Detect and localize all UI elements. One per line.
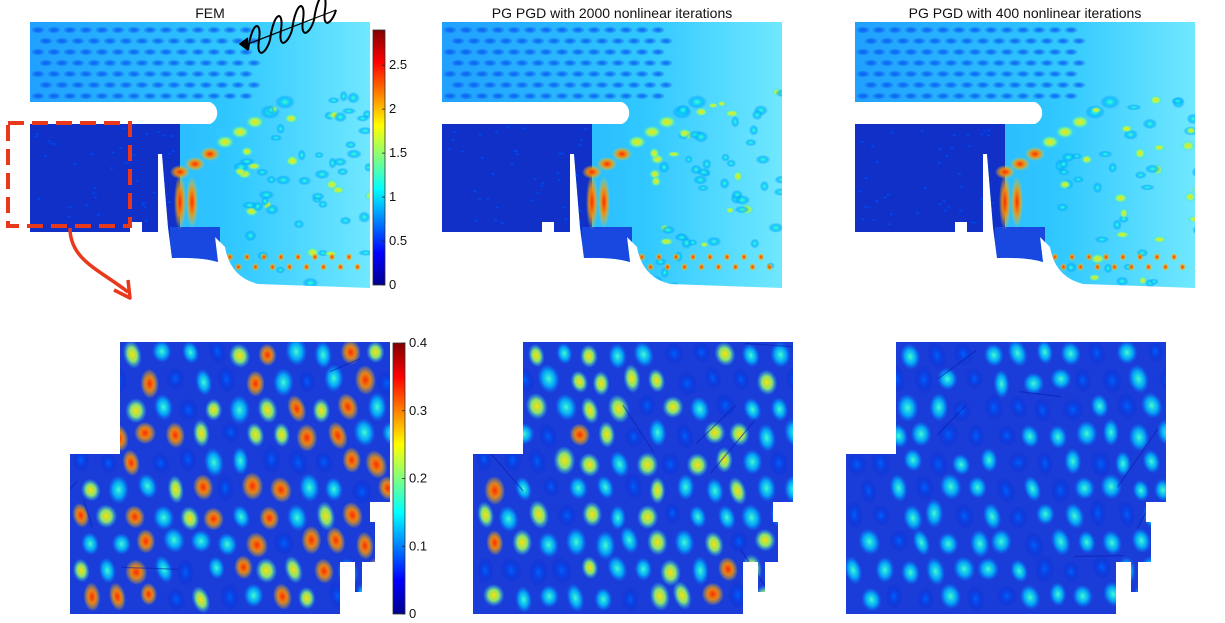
- low-field-region: [995, 227, 1045, 277]
- low-field-region: [170, 227, 220, 277]
- colorbar-tick-label: 1: [389, 189, 396, 204]
- low-field-region: [582, 227, 632, 277]
- heatmap-panel-5: [473, 342, 793, 614]
- colorbar-tick-label: 0.4: [409, 335, 427, 350]
- heatmap-panel-2: [442, 22, 782, 288]
- colorbar-zoom: 0 0.1 0.2 0.3 0.4: [392, 335, 427, 621]
- heatmap-field: [473, 342, 793, 614]
- colorbar-tick-label: 0: [409, 606, 416, 621]
- colorbar-tick-label: 2: [389, 101, 396, 116]
- heatmap-panel-4: [70, 342, 390, 614]
- zoom-arrowhead: [113, 279, 132, 300]
- incident-wave-arrow: [238, 37, 249, 51]
- panel-title-3: PG PGD with 400 nonlinear iterations: [909, 5, 1142, 21]
- low-field-region: [442, 122, 592, 242]
- incident-wave-axis: [247, 9, 337, 45]
- panel-title-1: FEM: [195, 5, 225, 21]
- heatmap-field: [855, 22, 1195, 288]
- colorbar-tick-label: 0: [389, 277, 396, 292]
- colorbar-tick-label: 0.1: [409, 538, 427, 553]
- heatmap-panel-6: [846, 342, 1166, 614]
- colorbar-tick-label: 0.5: [389, 233, 407, 248]
- heatmap-field: [442, 22, 782, 288]
- incident-wave: [247, 0, 337, 54]
- colorbar-top: 0 0.5 1 1.5 2 2.5: [372, 29, 407, 292]
- heatmap-field: [846, 342, 1166, 614]
- colorbar-tick-label: 0.3: [409, 403, 427, 418]
- low-field-region: [855, 122, 1005, 242]
- heatmap-panel-3: [855, 22, 1195, 288]
- colorbar-tick-label: 2.5: [389, 57, 407, 72]
- zoom-region-box: [6, 121, 132, 228]
- panel-title-2: PG PGD with 2000 nonlinear iterations: [492, 5, 732, 21]
- colorbar-tick-label: 1.5: [389, 145, 407, 160]
- zoom-arrow: [68, 227, 130, 294]
- colorbar-gradient: [372, 29, 386, 286]
- heatmap-field: [70, 342, 390, 614]
- colorbar-tick-label: 0.2: [409, 471, 427, 486]
